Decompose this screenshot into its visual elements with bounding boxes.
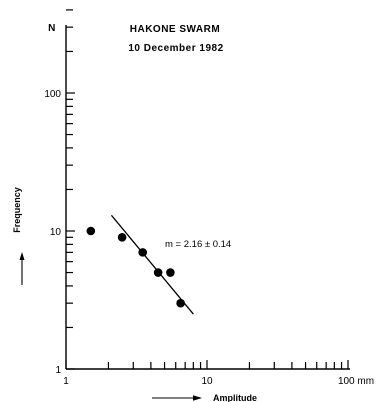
x-tick-label: 1: [63, 376, 69, 387]
y-tick-label: 100: [44, 89, 61, 100]
y-axis-ticks: [66, 9, 75, 370]
data-point: [176, 298, 185, 308]
slope-annotation: m = 2.16 ± 0.14: [165, 239, 231, 250]
data-point: [166, 268, 175, 277]
x-axis-arrow: [152, 395, 202, 401]
data-point: [86, 226, 96, 236]
fit-line: [110, 214, 194, 315]
y-axis-tick-labels: 1 10 100: [44, 89, 61, 376]
x-axis-label: Amplitude: [213, 393, 257, 402]
y-axis-top-label: N: [48, 23, 56, 34]
y-tick-label: 10: [50, 227, 62, 238]
chart-subtitle: 10 December 1982: [128, 43, 223, 54]
x-tick-label: 100 mm: [338, 376, 374, 387]
y-tick-label: 1: [55, 365, 61, 376]
x-axis-tick-labels: 1 10 100 mm: [63, 376, 374, 387]
data-point: [138, 248, 148, 257]
data-point: [153, 268, 163, 277]
chart-title: HAKONE SWARM: [130, 24, 220, 35]
y-axis-label: Frequency: [12, 187, 22, 233]
x-tick-label: 10: [201, 376, 213, 387]
x-axis-ticks: [65, 360, 349, 369]
data-point: [117, 233, 127, 242]
data-points: [86, 226, 185, 308]
y-axis-arrow: [19, 252, 25, 285]
